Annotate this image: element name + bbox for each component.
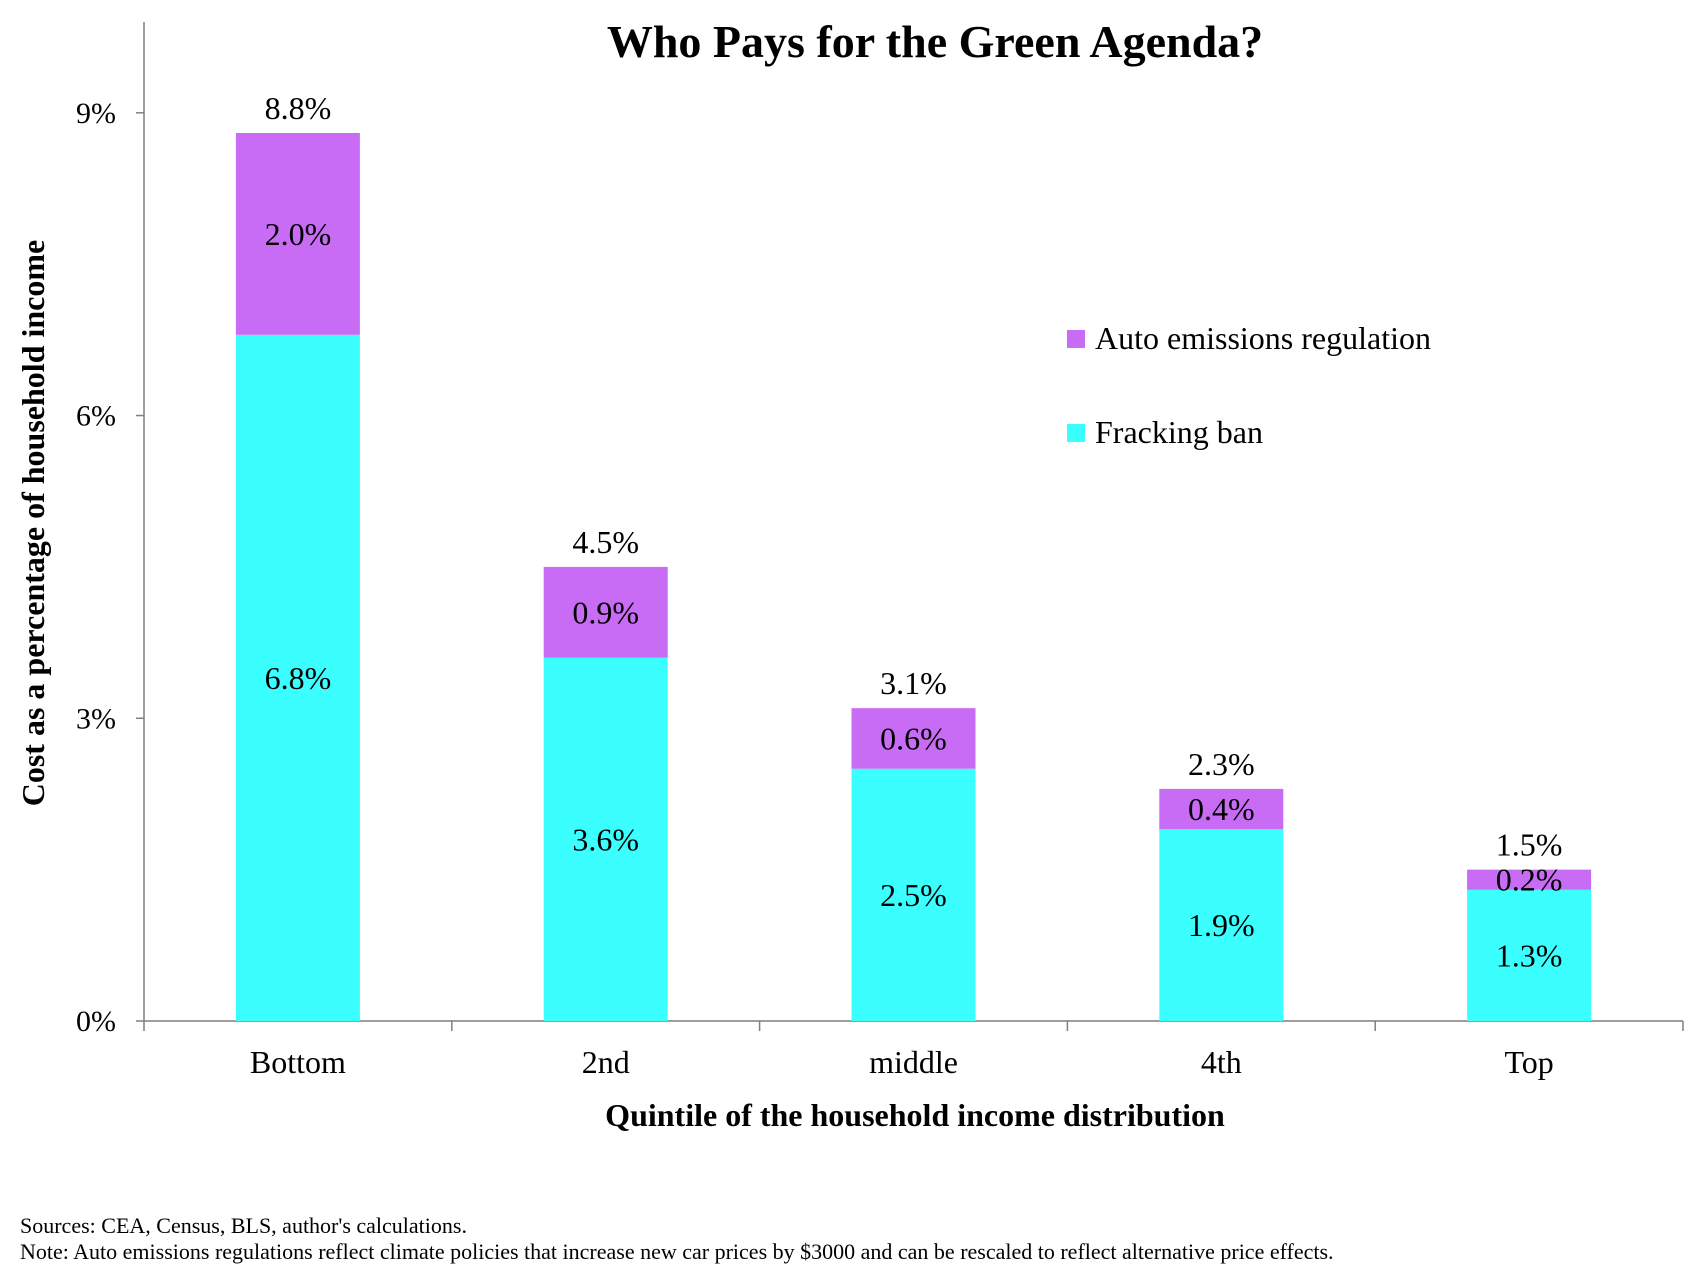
bar-segment-fracking-ban (543, 657, 668, 1021)
x-axis-title: Quintile of the household income distrib… (605, 1097, 1225, 1133)
sources-note: Sources: CEA, Census, BLS, author's calc… (20, 1213, 467, 1238)
x-tick-label: middle (869, 1044, 958, 1080)
data-label: 2.0% (265, 216, 332, 252)
data-label: 0.6% (880, 720, 947, 756)
x-tick-label: 2nd (582, 1044, 630, 1080)
x-tick-label: Bottom (250, 1044, 346, 1080)
data-label: 0.4% (1188, 791, 1255, 827)
bar-segment-fracking-ban (235, 334, 360, 1021)
bar-segment-fracking-ban (1159, 829, 1284, 1021)
total-label: 1.5% (1496, 827, 1563, 863)
bar-segment-fracking-ban (851, 768, 976, 1021)
y-axis-title: Cost as a percentage of household income (15, 240, 51, 807)
bar-segment-auto-emissions (1159, 788, 1284, 830)
x-tick-label: Top (1504, 1044, 1553, 1080)
footnote: Note: Auto emissions regulations reflect… (20, 1239, 1334, 1264)
data-label: 3.6% (572, 821, 639, 857)
bar-segment-auto-emissions (851, 708, 976, 769)
data-label: 6.8% (265, 660, 332, 696)
data-label: 0.9% (572, 594, 639, 630)
plot-area: 0% 3% 6% 9% 6.8% 2.0% 8.8% Bottom 3.6% 0.9% 4.5% 2n… (76, 22, 1684, 1080)
data-label: 1.9% (1188, 907, 1255, 943)
bar-segment-auto-emissions (1467, 869, 1592, 890)
bar-segment-auto-emissions (543, 566, 668, 658)
y-tick-label: 9% (76, 97, 116, 130)
total-label: 3.1% (880, 665, 947, 701)
legend-label: Auto emissions regulation (1095, 320, 1431, 356)
y-tick-label: 6% (76, 400, 116, 433)
y-tick-label: 0% (76, 1005, 116, 1038)
legend: Auto emissions regulation Fracking ban (1067, 320, 1431, 450)
legend-swatch (1067, 330, 1085, 348)
legend-swatch (1067, 424, 1085, 442)
data-label: 2.5% (880, 877, 947, 913)
data-label: 1.3% (1496, 937, 1563, 973)
total-label: 2.3% (1188, 746, 1255, 782)
chart-title: Who Pays for the Green Agenda? (607, 16, 1263, 67)
data-label: 0.2% (1496, 862, 1563, 898)
total-label: 8.8% (265, 90, 332, 126)
bar-segment-fracking-ban (1467, 889, 1592, 1021)
x-tick-label: 4th (1201, 1044, 1242, 1080)
total-label: 4.5% (572, 524, 639, 560)
y-tick-label: 3% (76, 702, 116, 735)
bar-segment-auto-emissions (235, 133, 360, 335)
legend-label: Fracking ban (1095, 414, 1263, 450)
